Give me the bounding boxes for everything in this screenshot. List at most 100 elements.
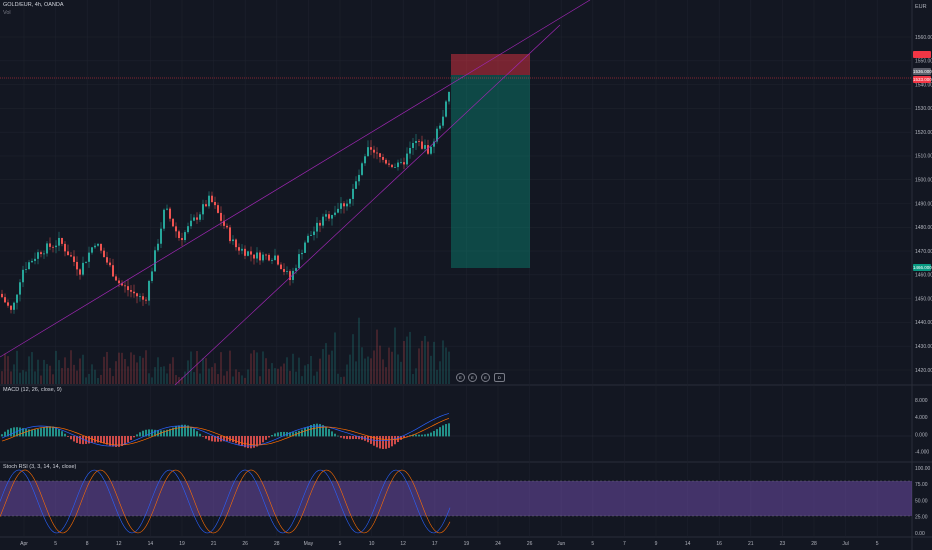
candle-body [319,222,321,226]
volume-bar [142,357,144,384]
signal-line [1,417,450,446]
volume-bar [286,357,288,384]
macd-histogram-bar [412,434,414,437]
volume-bar [70,350,72,384]
candle-body [160,228,162,244]
channel-line-lower[interactable] [174,24,561,386]
macd-histogram-bar [310,425,312,437]
macd-histogram-bar [4,431,6,437]
macd-histogram-bar [1,434,3,437]
macd-histogram-bar [139,432,141,437]
macd-histogram-bar [91,436,93,443]
macd-histogram-bar [316,423,318,437]
time-tick-label: 21 [748,541,754,547]
macd-histogram-bar [298,430,300,437]
candle-body [49,243,51,247]
macd-histogram-bar [136,434,138,437]
macd-histogram-bar [199,433,201,437]
candle-body [406,153,408,165]
macd-histogram-bar [256,436,258,447]
event-icon-1[interactable]: E [456,373,465,382]
event-icon-3[interactable]: E [481,373,490,382]
macd-histogram-bar [133,436,135,438]
time-tick-label: 5 [591,541,594,547]
stoch-tick-label: 25.00 [915,515,928,521]
volume-bar [67,367,69,384]
volume-bar [4,353,6,384]
macd-histogram-bar [346,436,348,440]
candle-body [106,257,108,263]
candle-body [307,235,309,243]
event-icon-4[interactable]: D [494,373,505,382]
candle-body [79,269,81,275]
macd-histogram-bar [439,427,441,437]
candle-body [115,276,117,281]
volume-bar [298,357,300,384]
axis-labels: 1560.000 1550.000 1540.000 1530.000 1520.000… [20,35,932,547]
macd-histogram-bar [376,436,378,448]
time-tick-label: May [304,541,314,547]
macd-histogram-bar [277,432,279,437]
macd-histogram-bar [190,426,192,437]
time-tick-label: 12 [116,541,122,547]
volume-bar [301,376,303,384]
stoch-tick-label: 75.00 [915,482,928,488]
stop-zone[interactable] [451,54,530,75]
candle-body [34,258,36,261]
candle-body [316,222,318,232]
macd-histogram-bar [94,436,96,443]
last-price-tag-bottom: 1533.000 [913,76,932,83]
macd-histogram-bar [13,427,15,437]
volume-bars [1,317,450,384]
macd-histogram-bar [373,436,375,446]
volume-bar [76,370,78,384]
volume-bar [316,371,318,384]
volume-bar [181,377,183,384]
macd-histogram-bar [34,429,36,437]
volume-bar [232,376,234,384]
candle-body [394,167,396,168]
channel-line-upper[interactable] [0,0,591,358]
macd-histogram-bar [343,436,345,439]
candle-body [238,247,240,251]
candle-body [25,269,27,270]
candle-body [109,262,111,266]
candle-body [301,252,303,255]
candle-body [409,147,411,154]
macd-histogram-bar [100,436,102,443]
candle-body [73,256,75,262]
candle-body [244,248,246,256]
event-icon-2[interactable]: E [468,373,477,382]
volume-bar [319,358,321,384]
volume-bar [178,377,180,384]
volume-bar [274,368,276,384]
candle-body [424,145,426,149]
candle-body [340,203,342,209]
volume-bar [247,369,249,384]
macd-histogram-bar [355,436,357,439]
volume-bar [190,351,192,384]
volume-bar [244,377,246,384]
candle-body [136,293,138,297]
candle-body [433,141,435,147]
volume-bar [43,359,45,384]
volume-bar [253,350,255,384]
volume-bar [400,361,402,384]
candlesticks [1,91,450,314]
time-tick-label: 14 [148,541,154,547]
target-zone[interactable] [451,75,530,268]
volume-bar [412,374,414,384]
macd-line [1,413,450,447]
macd-histogram-bar [235,436,237,444]
volume-bar [283,363,285,384]
macd-histogram-bar [328,429,330,437]
candle-body [337,208,339,213]
macd-histogram-bar [214,436,216,442]
volume-bar [37,359,39,384]
macd-histogram-bar [238,436,240,445]
candle-body [28,262,30,270]
candle-body [418,140,420,142]
time-tick-label: 14 [685,541,691,547]
